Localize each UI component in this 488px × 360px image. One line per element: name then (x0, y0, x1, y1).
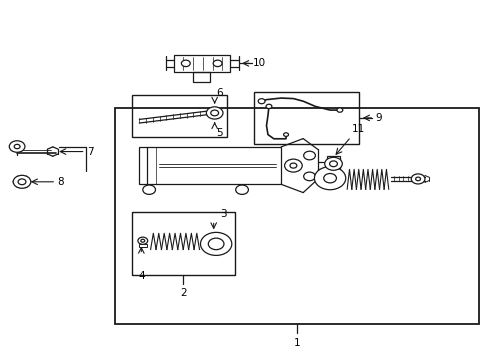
Circle shape (141, 239, 144, 242)
Bar (254, 92, 359, 144)
Circle shape (289, 163, 296, 168)
Circle shape (283, 133, 288, 136)
Circle shape (303, 172, 315, 181)
Circle shape (314, 167, 345, 190)
Circle shape (303, 151, 315, 160)
Text: 9: 9 (375, 113, 382, 123)
Circle shape (13, 175, 31, 188)
Circle shape (336, 108, 342, 112)
Text: 2: 2 (180, 288, 186, 298)
Circle shape (142, 185, 155, 194)
Circle shape (323, 174, 336, 183)
Text: 8: 8 (58, 177, 64, 187)
Text: 4: 4 (138, 271, 144, 281)
Circle shape (14, 144, 20, 149)
Circle shape (258, 99, 264, 104)
Circle shape (9, 141, 25, 152)
Text: 11: 11 (351, 124, 365, 134)
Text: 5: 5 (216, 128, 223, 138)
Circle shape (265, 104, 271, 109)
Bar (173, 55, 229, 72)
Text: 3: 3 (220, 209, 226, 219)
Circle shape (200, 233, 231, 256)
Text: 1: 1 (293, 338, 300, 348)
Bar (193, 72, 210, 82)
Circle shape (210, 110, 218, 116)
Bar (139, 244, 146, 247)
Circle shape (206, 107, 223, 119)
Circle shape (410, 174, 424, 184)
Bar (326, 156, 340, 172)
Bar (115, 108, 478, 324)
Circle shape (329, 161, 337, 167)
Bar (132, 212, 234, 275)
Circle shape (18, 179, 26, 185)
Text: 10: 10 (253, 58, 266, 68)
Text: 6: 6 (216, 88, 223, 98)
Circle shape (324, 157, 342, 170)
Circle shape (415, 177, 420, 181)
Circle shape (213, 60, 222, 67)
Bar (132, 95, 227, 137)
Circle shape (235, 185, 248, 194)
Bar (139, 147, 281, 184)
Circle shape (181, 60, 190, 67)
Circle shape (284, 159, 302, 172)
Text: 7: 7 (87, 147, 94, 157)
Circle shape (138, 237, 147, 244)
Circle shape (208, 238, 224, 250)
